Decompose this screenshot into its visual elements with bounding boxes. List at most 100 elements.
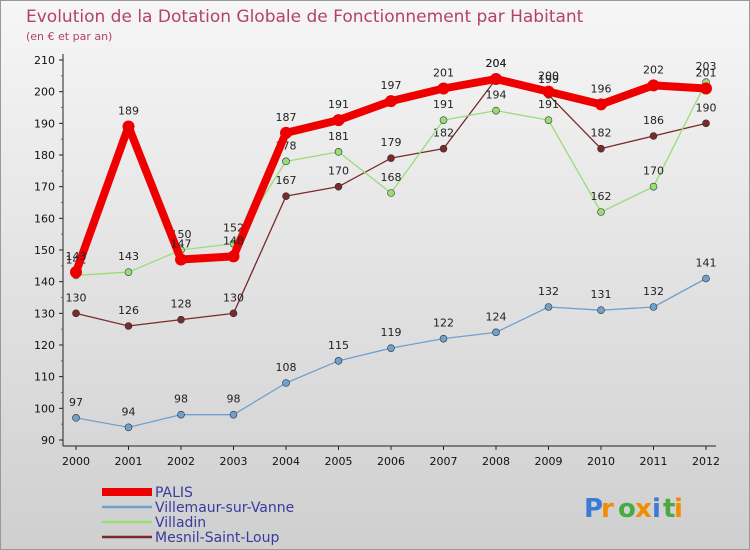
data-label: 190	[696, 101, 717, 114]
data-label: 115	[328, 339, 349, 352]
data-label: 170	[328, 165, 349, 178]
data-point	[649, 303, 658, 311]
data-point	[439, 334, 448, 343]
data-point	[124, 268, 133, 276]
data-label: 204	[486, 57, 507, 70]
y-tick-label: 130	[34, 307, 55, 320]
data-point	[227, 250, 240, 263]
y-tick-label: 170	[34, 181, 55, 194]
data-label: 143	[118, 250, 139, 263]
data-point	[177, 410, 185, 419]
data-label: 131	[591, 288, 612, 301]
data-point	[334, 148, 343, 156]
data-point	[544, 116, 553, 124]
data-label: 201	[696, 67, 717, 80]
data-label: 130	[66, 291, 87, 304]
data-label: 132	[643, 285, 664, 298]
data-label: 181	[328, 130, 349, 143]
data-point	[492, 106, 500, 115]
data-label: 187	[276, 111, 297, 124]
data-label: 167	[276, 174, 297, 187]
data-label: 132	[538, 285, 559, 298]
y-tick-label: 110	[34, 371, 55, 384]
x-tick-label: 2003	[220, 455, 248, 468]
data-label: 98	[227, 393, 241, 406]
legend-label: Villemaur-sur-Vanne	[155, 500, 294, 516]
data-point	[387, 344, 395, 352]
data-point	[387, 189, 395, 197]
data-point	[647, 79, 660, 92]
series-villemaur-sur-vanne: 97 94 98 98 108 115 119 122 124 132 131 132 141	[69, 257, 717, 432]
data-point	[280, 126, 292, 139]
data-point	[387, 154, 395, 162]
data-label: 168	[381, 171, 402, 184]
legend-label: Mesnil-Saint-Loup	[155, 530, 279, 546]
data-label: 194	[486, 89, 507, 102]
data-label: 152	[223, 222, 244, 235]
brand-letter: P	[584, 494, 603, 524]
chart-subtitle: (en € et par an)	[26, 30, 112, 43]
data-point	[334, 357, 343, 365]
brand-letter: o	[618, 494, 636, 524]
data-point	[702, 119, 710, 128]
data-point	[70, 266, 82, 279]
data-label: 203	[696, 60, 717, 73]
x-tick-label: 2011	[640, 455, 668, 468]
data-point	[72, 309, 80, 318]
data-point	[332, 114, 345, 127]
data-label: 197	[381, 79, 402, 92]
x-tick-label: 2002	[167, 455, 195, 468]
y-tick-label: 150	[34, 244, 55, 257]
data-point	[124, 322, 133, 330]
data-label: 189	[118, 105, 139, 118]
data-point	[124, 423, 133, 432]
data-point	[702, 274, 710, 283]
data-point	[122, 120, 135, 133]
brand-letter: i	[652, 494, 661, 524]
data-point	[282, 157, 290, 166]
data-point	[282, 379, 290, 387]
data-label: 199	[538, 73, 559, 86]
x-tick-label: 2009	[535, 455, 563, 468]
y-tick-label: 200	[34, 86, 55, 99]
legend-item: Mesnil-Saint-Loup	[102, 530, 279, 546]
data-label: 202	[643, 63, 664, 76]
data-label: 119	[381, 326, 402, 339]
x-tick-label: 2006	[377, 455, 405, 468]
data-point	[177, 315, 185, 324]
data-label: 179	[381, 136, 402, 149]
data-point	[72, 414, 80, 422]
data-point	[439, 144, 448, 153]
y-tick-label: 120	[34, 339, 55, 352]
brand-letter: x	[635, 494, 652, 524]
axes: 90 100 110 120 130 140 150 160 170 180 190 200 210 20…	[34, 54, 720, 468]
x-tick-label: 2007	[430, 455, 458, 468]
brand-letter: r	[601, 494, 614, 524]
data-point	[229, 410, 238, 419]
x-tick-label: 2000	[62, 455, 90, 468]
data-label: 191	[538, 98, 559, 111]
data-label: 162	[591, 190, 612, 203]
y-tick-label: 190	[34, 117, 55, 130]
x-tick-label: 2012	[692, 455, 720, 468]
y-tick-label: 160	[34, 212, 55, 225]
data-point	[492, 328, 500, 337]
data-label: 130	[223, 291, 244, 304]
y-tick-label: 140	[34, 276, 55, 289]
data-label: 182	[433, 127, 454, 140]
data-point	[385, 95, 397, 108]
legend-label: Villadin	[155, 515, 206, 531]
x-tick-label: 2001	[115, 455, 143, 468]
x-tick-label: 2008	[482, 455, 510, 468]
data-label: 98	[174, 393, 188, 406]
data-label: 94	[122, 405, 136, 418]
brand-logo: Pr o x i ti	[584, 494, 683, 524]
data-point	[229, 309, 238, 318]
data-label: 170	[643, 165, 664, 178]
data-point	[334, 182, 343, 191]
data-label: 141	[696, 257, 717, 270]
x-tick-label: 2004	[272, 455, 300, 468]
